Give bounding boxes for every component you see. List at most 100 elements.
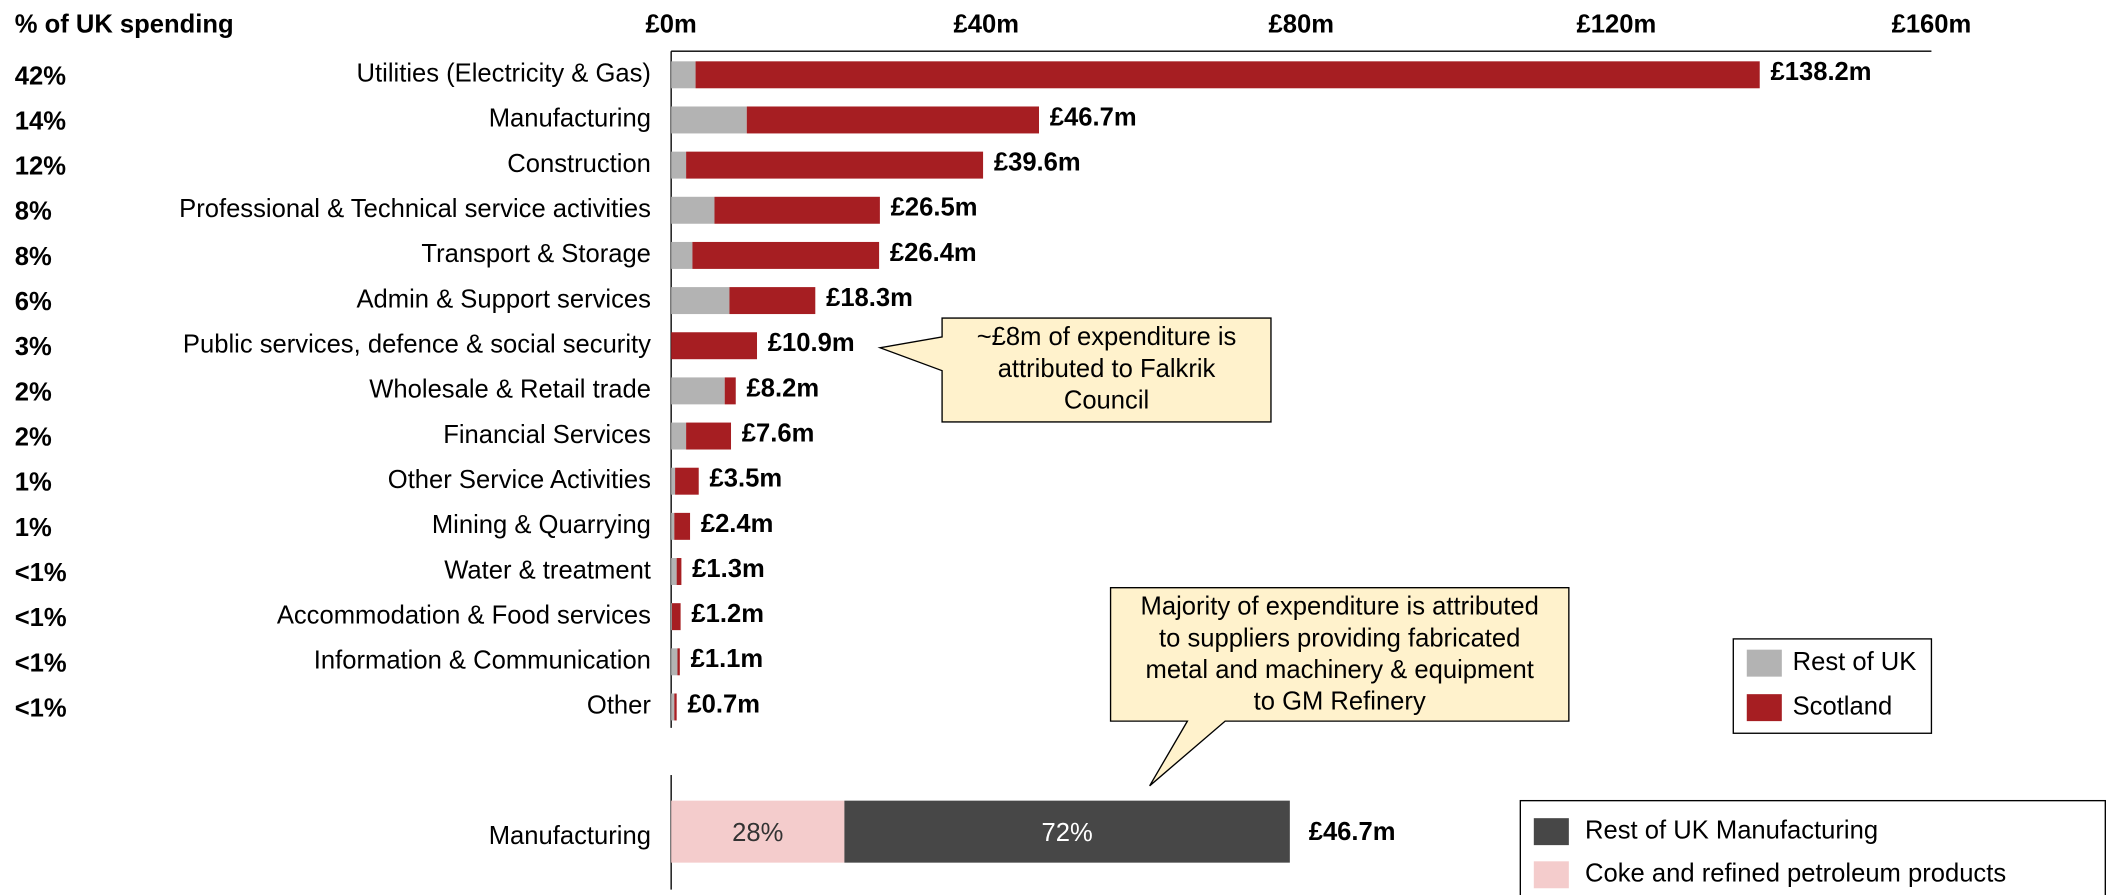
annotation-text: Majority of expenditure is attributed bbox=[1141, 593, 1539, 621]
category-label: Information & Communication bbox=[314, 647, 651, 675]
share-label: 8% bbox=[15, 243, 52, 271]
total-label: £1.1m bbox=[691, 645, 764, 673]
total-label: £18.3m bbox=[826, 284, 913, 312]
total-label: £1.2m bbox=[691, 600, 764, 628]
annotation-text: to GM Refinery bbox=[1254, 688, 1426, 716]
bar-segment bbox=[671, 151, 687, 179]
category-label: Other Service Activities bbox=[388, 466, 651, 494]
value-label: 28% bbox=[732, 819, 783, 847]
share-label: 1% bbox=[15, 469, 52, 497]
bar-segment bbox=[692, 241, 880, 269]
share-label: 12% bbox=[15, 153, 66, 181]
share-label: 6% bbox=[15, 288, 52, 316]
bar-segment bbox=[671, 800, 845, 863]
bar-segment bbox=[675, 467, 699, 495]
x-tick-label: £160m bbox=[1892, 10, 1972, 38]
total-label: £8.2m bbox=[747, 374, 820, 402]
share-label: <1% bbox=[15, 559, 67, 587]
bar-segment bbox=[746, 106, 1039, 134]
total-label: £46.7m bbox=[1309, 818, 1396, 846]
total-label: £39.6m bbox=[994, 149, 1081, 177]
bar-segment bbox=[671, 603, 681, 631]
bar-segment bbox=[674, 512, 691, 540]
legend-label: Coke and refined petroleum products bbox=[1585, 860, 2006, 888]
callout-box bbox=[877, 317, 1272, 423]
category-label: Professional & Technical service activit… bbox=[179, 195, 651, 223]
category-label: Utilities (Electricity & Gas) bbox=[357, 60, 651, 88]
legend-swatch bbox=[1746, 694, 1782, 722]
category-label: Wholesale & Retail trade bbox=[369, 376, 651, 404]
bar-segment bbox=[671, 558, 677, 585]
share-title: % of UK spending bbox=[15, 10, 234, 38]
bar-segment bbox=[686, 151, 984, 179]
share-label: <1% bbox=[15, 604, 67, 632]
category-label: Financial Services bbox=[443, 421, 651, 449]
bar-segment bbox=[671, 603, 672, 631]
bar-segment bbox=[671, 693, 675, 721]
total-label: £26.5m bbox=[891, 194, 978, 222]
category-label: Admin & Support services bbox=[356, 285, 650, 313]
category-label: Mining & Quarrying bbox=[432, 511, 651, 539]
bar-segment bbox=[671, 332, 758, 360]
bar-segment bbox=[671, 287, 730, 315]
x-tick-label: £120m bbox=[1577, 10, 1657, 38]
total-label: £138.2m bbox=[1771, 58, 1872, 86]
bar-segment bbox=[677, 648, 680, 676]
category-label: Public services, defence & social securi… bbox=[183, 330, 651, 358]
callout-box bbox=[1109, 587, 1570, 787]
bar-segment bbox=[671, 377, 725, 405]
category-label: Transport & Storage bbox=[421, 240, 651, 268]
total-label: £10.9m bbox=[768, 329, 855, 357]
annotation-text: to suppliers providing fabricated bbox=[1159, 624, 1520, 652]
category-label: Accommodation & Food services bbox=[277, 601, 651, 629]
legend-box bbox=[1519, 799, 2106, 895]
bar-segment bbox=[671, 512, 675, 540]
bar-segment bbox=[671, 241, 693, 269]
annotation-text: metal and machinery & equipment bbox=[1146, 656, 1534, 684]
total-label: £46.7m bbox=[1050, 103, 1137, 131]
total-label: £0.7m bbox=[687, 690, 760, 718]
bar-segment bbox=[695, 61, 1760, 89]
bar-segment bbox=[671, 196, 715, 224]
bar-segment bbox=[671, 106, 747, 134]
x-tick-label: £40m bbox=[953, 10, 1018, 38]
share-label: <1% bbox=[15, 649, 67, 677]
value-label: 72% bbox=[1041, 819, 1092, 847]
share-label: 3% bbox=[15, 333, 52, 361]
legend-swatch bbox=[1746, 649, 1782, 677]
bar-segment bbox=[714, 196, 880, 224]
legend-swatch bbox=[1533, 861, 1569, 889]
bar-segment bbox=[671, 422, 687, 450]
category-label: Manufacturing bbox=[489, 105, 651, 133]
share-label: 1% bbox=[15, 514, 52, 542]
category-label: Other bbox=[587, 692, 651, 720]
legend-label: Scotland bbox=[1793, 692, 1893, 720]
total-label: £7.6m bbox=[742, 419, 815, 447]
bar-segment bbox=[686, 422, 732, 450]
bar-segment bbox=[844, 800, 1290, 863]
bar-segment bbox=[671, 61, 696, 89]
category-label: Construction bbox=[507, 150, 651, 178]
annotation-text: attributed to Falkrik bbox=[998, 355, 1216, 383]
annotation-text: Council bbox=[1064, 386, 1149, 414]
share-label: 2% bbox=[15, 378, 52, 406]
bar-segment bbox=[729, 287, 816, 315]
share-label: 42% bbox=[15, 62, 66, 90]
bar-segment bbox=[674, 693, 677, 721]
total-label: £1.3m bbox=[692, 555, 765, 583]
annotation-text: ~£8m of expenditure is bbox=[977, 323, 1237, 351]
share-label: <1% bbox=[15, 694, 67, 722]
x-tick-label: £0m bbox=[646, 10, 697, 38]
total-label: £26.4m bbox=[890, 239, 977, 267]
legend-label: Rest of UK bbox=[1793, 648, 1917, 676]
total-label: £3.5m bbox=[710, 465, 783, 493]
total-label: £2.4m bbox=[701, 510, 774, 538]
bar-segment bbox=[671, 467, 676, 495]
category-label: Manufacturing bbox=[489, 822, 651, 850]
bar-segment bbox=[676, 558, 682, 585]
share-label: 14% bbox=[15, 107, 66, 135]
bar-segment bbox=[671, 648, 678, 676]
x-tick-label: £80m bbox=[1269, 10, 1334, 38]
legend-label: Rest of UK Manufacturing bbox=[1585, 816, 1878, 844]
